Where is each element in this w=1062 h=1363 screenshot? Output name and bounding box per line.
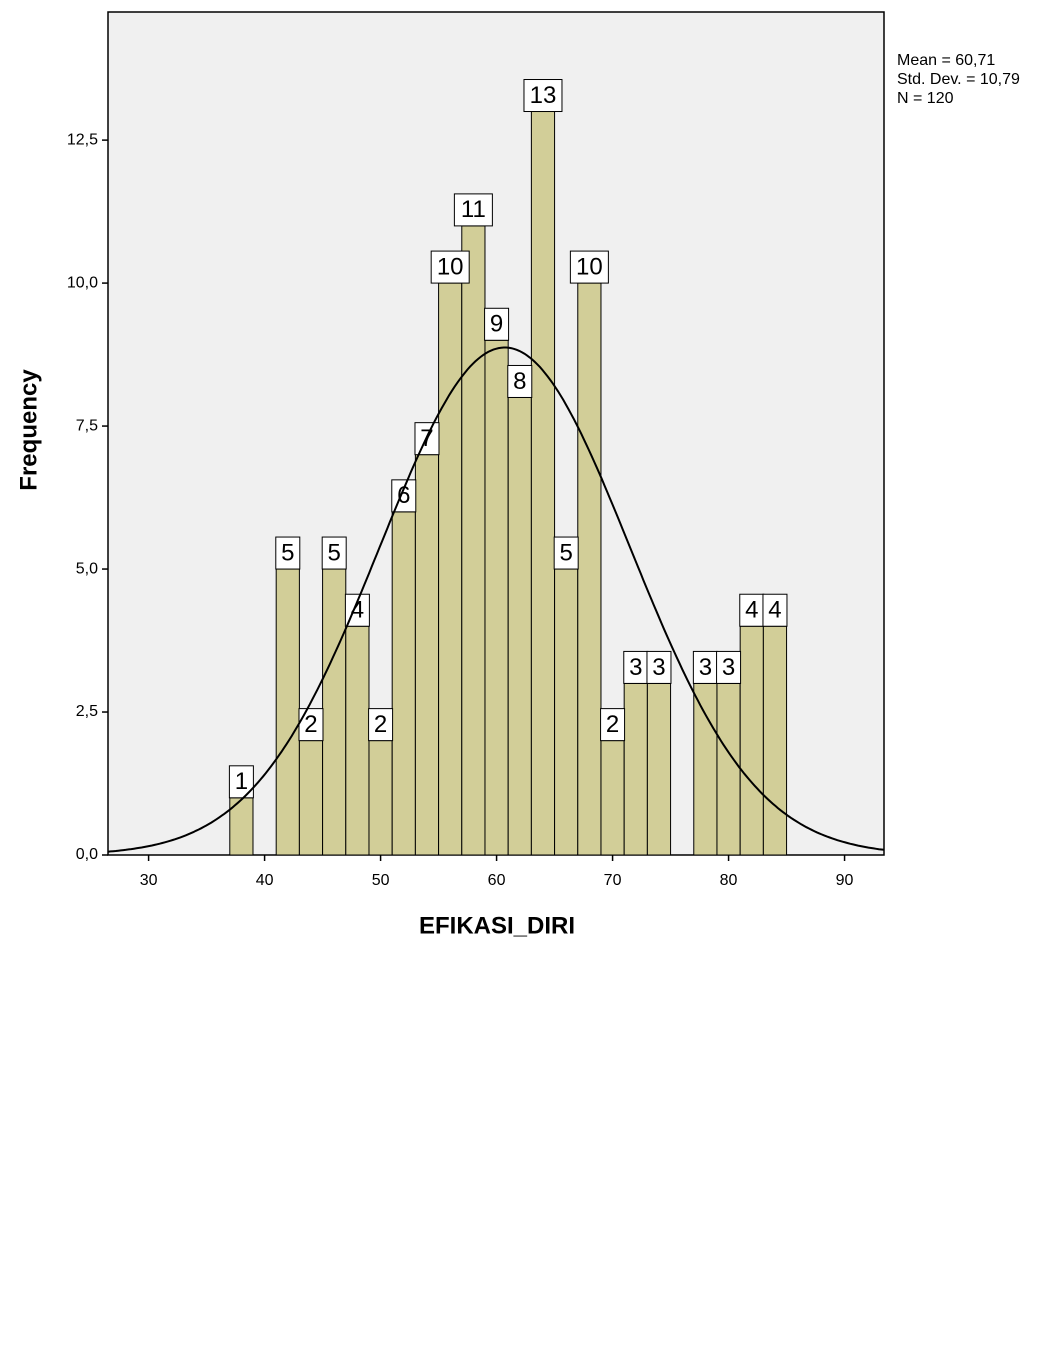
stats-annotation: Std. Dev. = 10,79 bbox=[897, 71, 1020, 88]
bar bbox=[716, 682, 741, 856]
x-tick-label: 90 bbox=[836, 872, 854, 889]
value-label-box bbox=[646, 650, 672, 684]
value-label: 1 bbox=[235, 768, 248, 795]
x-tick-label: 70 bbox=[604, 872, 622, 889]
bar bbox=[530, 111, 556, 856]
value-label: 11 bbox=[461, 196, 486, 223]
value-label-box bbox=[600, 708, 626, 742]
x-tick-label: 40 bbox=[256, 872, 274, 889]
value-label: 3 bbox=[652, 654, 665, 681]
y-tick-label: 2,5 bbox=[76, 703, 98, 720]
normal-curve bbox=[107, 346, 885, 853]
value-label: 2 bbox=[606, 711, 619, 738]
value-label: 3 bbox=[699, 654, 712, 681]
bar bbox=[623, 682, 648, 856]
bar bbox=[600, 740, 625, 856]
bar bbox=[484, 339, 509, 856]
y-tick-label: 5,0 bbox=[76, 560, 98, 577]
value-label-box bbox=[453, 193, 493, 227]
value-label: 3 bbox=[629, 654, 642, 681]
value-label-box bbox=[739, 593, 765, 627]
x-tick-label: 80 bbox=[720, 872, 738, 889]
bar bbox=[438, 282, 463, 856]
value-label: 13 bbox=[530, 82, 557, 109]
y-tick-label: 7,5 bbox=[76, 417, 98, 434]
bar bbox=[275, 568, 300, 856]
y-tick-label: 12,5 bbox=[67, 131, 98, 148]
y-tick-label: 10,0 bbox=[67, 274, 98, 291]
bar bbox=[554, 568, 579, 856]
value-label: 5 bbox=[328, 539, 341, 566]
bar bbox=[368, 740, 393, 856]
x-tick-label: 60 bbox=[488, 872, 506, 889]
value-label: 10 bbox=[437, 253, 464, 280]
value-label-box bbox=[275, 536, 301, 570]
value-label-box bbox=[430, 250, 470, 284]
value-label: 9 bbox=[490, 311, 503, 338]
value-label-box bbox=[716, 650, 742, 684]
value-label: 4 bbox=[351, 597, 364, 624]
value-label-box bbox=[321, 536, 347, 570]
y-tick-label: 0,0 bbox=[76, 846, 98, 863]
bar bbox=[461, 225, 486, 856]
value-label: 4 bbox=[745, 597, 758, 624]
value-label-box bbox=[762, 593, 788, 627]
value-label-box bbox=[692, 650, 718, 684]
value-label: 2 bbox=[304, 711, 317, 738]
value-label-box bbox=[484, 307, 510, 341]
bar bbox=[762, 625, 788, 856]
bar bbox=[507, 396, 532, 856]
bar bbox=[322, 568, 347, 856]
y-axis-title: Frequency bbox=[15, 369, 42, 491]
bar bbox=[739, 625, 764, 856]
value-label-box bbox=[298, 708, 324, 742]
value-label: 10 bbox=[576, 253, 603, 280]
value-label: 8 bbox=[513, 368, 526, 395]
bar bbox=[391, 511, 416, 856]
bar bbox=[646, 682, 672, 856]
stats-annotation: N = 120 bbox=[897, 90, 954, 107]
bar bbox=[298, 740, 324, 856]
value-label-box bbox=[368, 708, 394, 742]
value-label-box bbox=[553, 536, 579, 570]
x-tick-label: 30 bbox=[140, 872, 158, 889]
bar bbox=[577, 282, 602, 856]
value-label-box bbox=[507, 364, 533, 398]
x-tick-label: 50 bbox=[372, 872, 390, 889]
value-label: 3 bbox=[722, 654, 735, 681]
stats-annotation: Mean = 60,71 bbox=[897, 52, 995, 69]
bar bbox=[693, 682, 718, 856]
value-label: 5 bbox=[281, 539, 294, 566]
bar bbox=[414, 454, 440, 856]
value-label: 2 bbox=[374, 711, 387, 738]
x-axis-title: EFIKASI_DIRI bbox=[419, 912, 575, 939]
value-label-box bbox=[391, 479, 417, 513]
value-label-box bbox=[523, 79, 563, 113]
value-label: 5 bbox=[559, 539, 572, 566]
value-label-box bbox=[569, 250, 609, 284]
value-label: 6 bbox=[397, 482, 410, 509]
value-label: 4 bbox=[768, 597, 781, 624]
bar bbox=[345, 625, 370, 856]
